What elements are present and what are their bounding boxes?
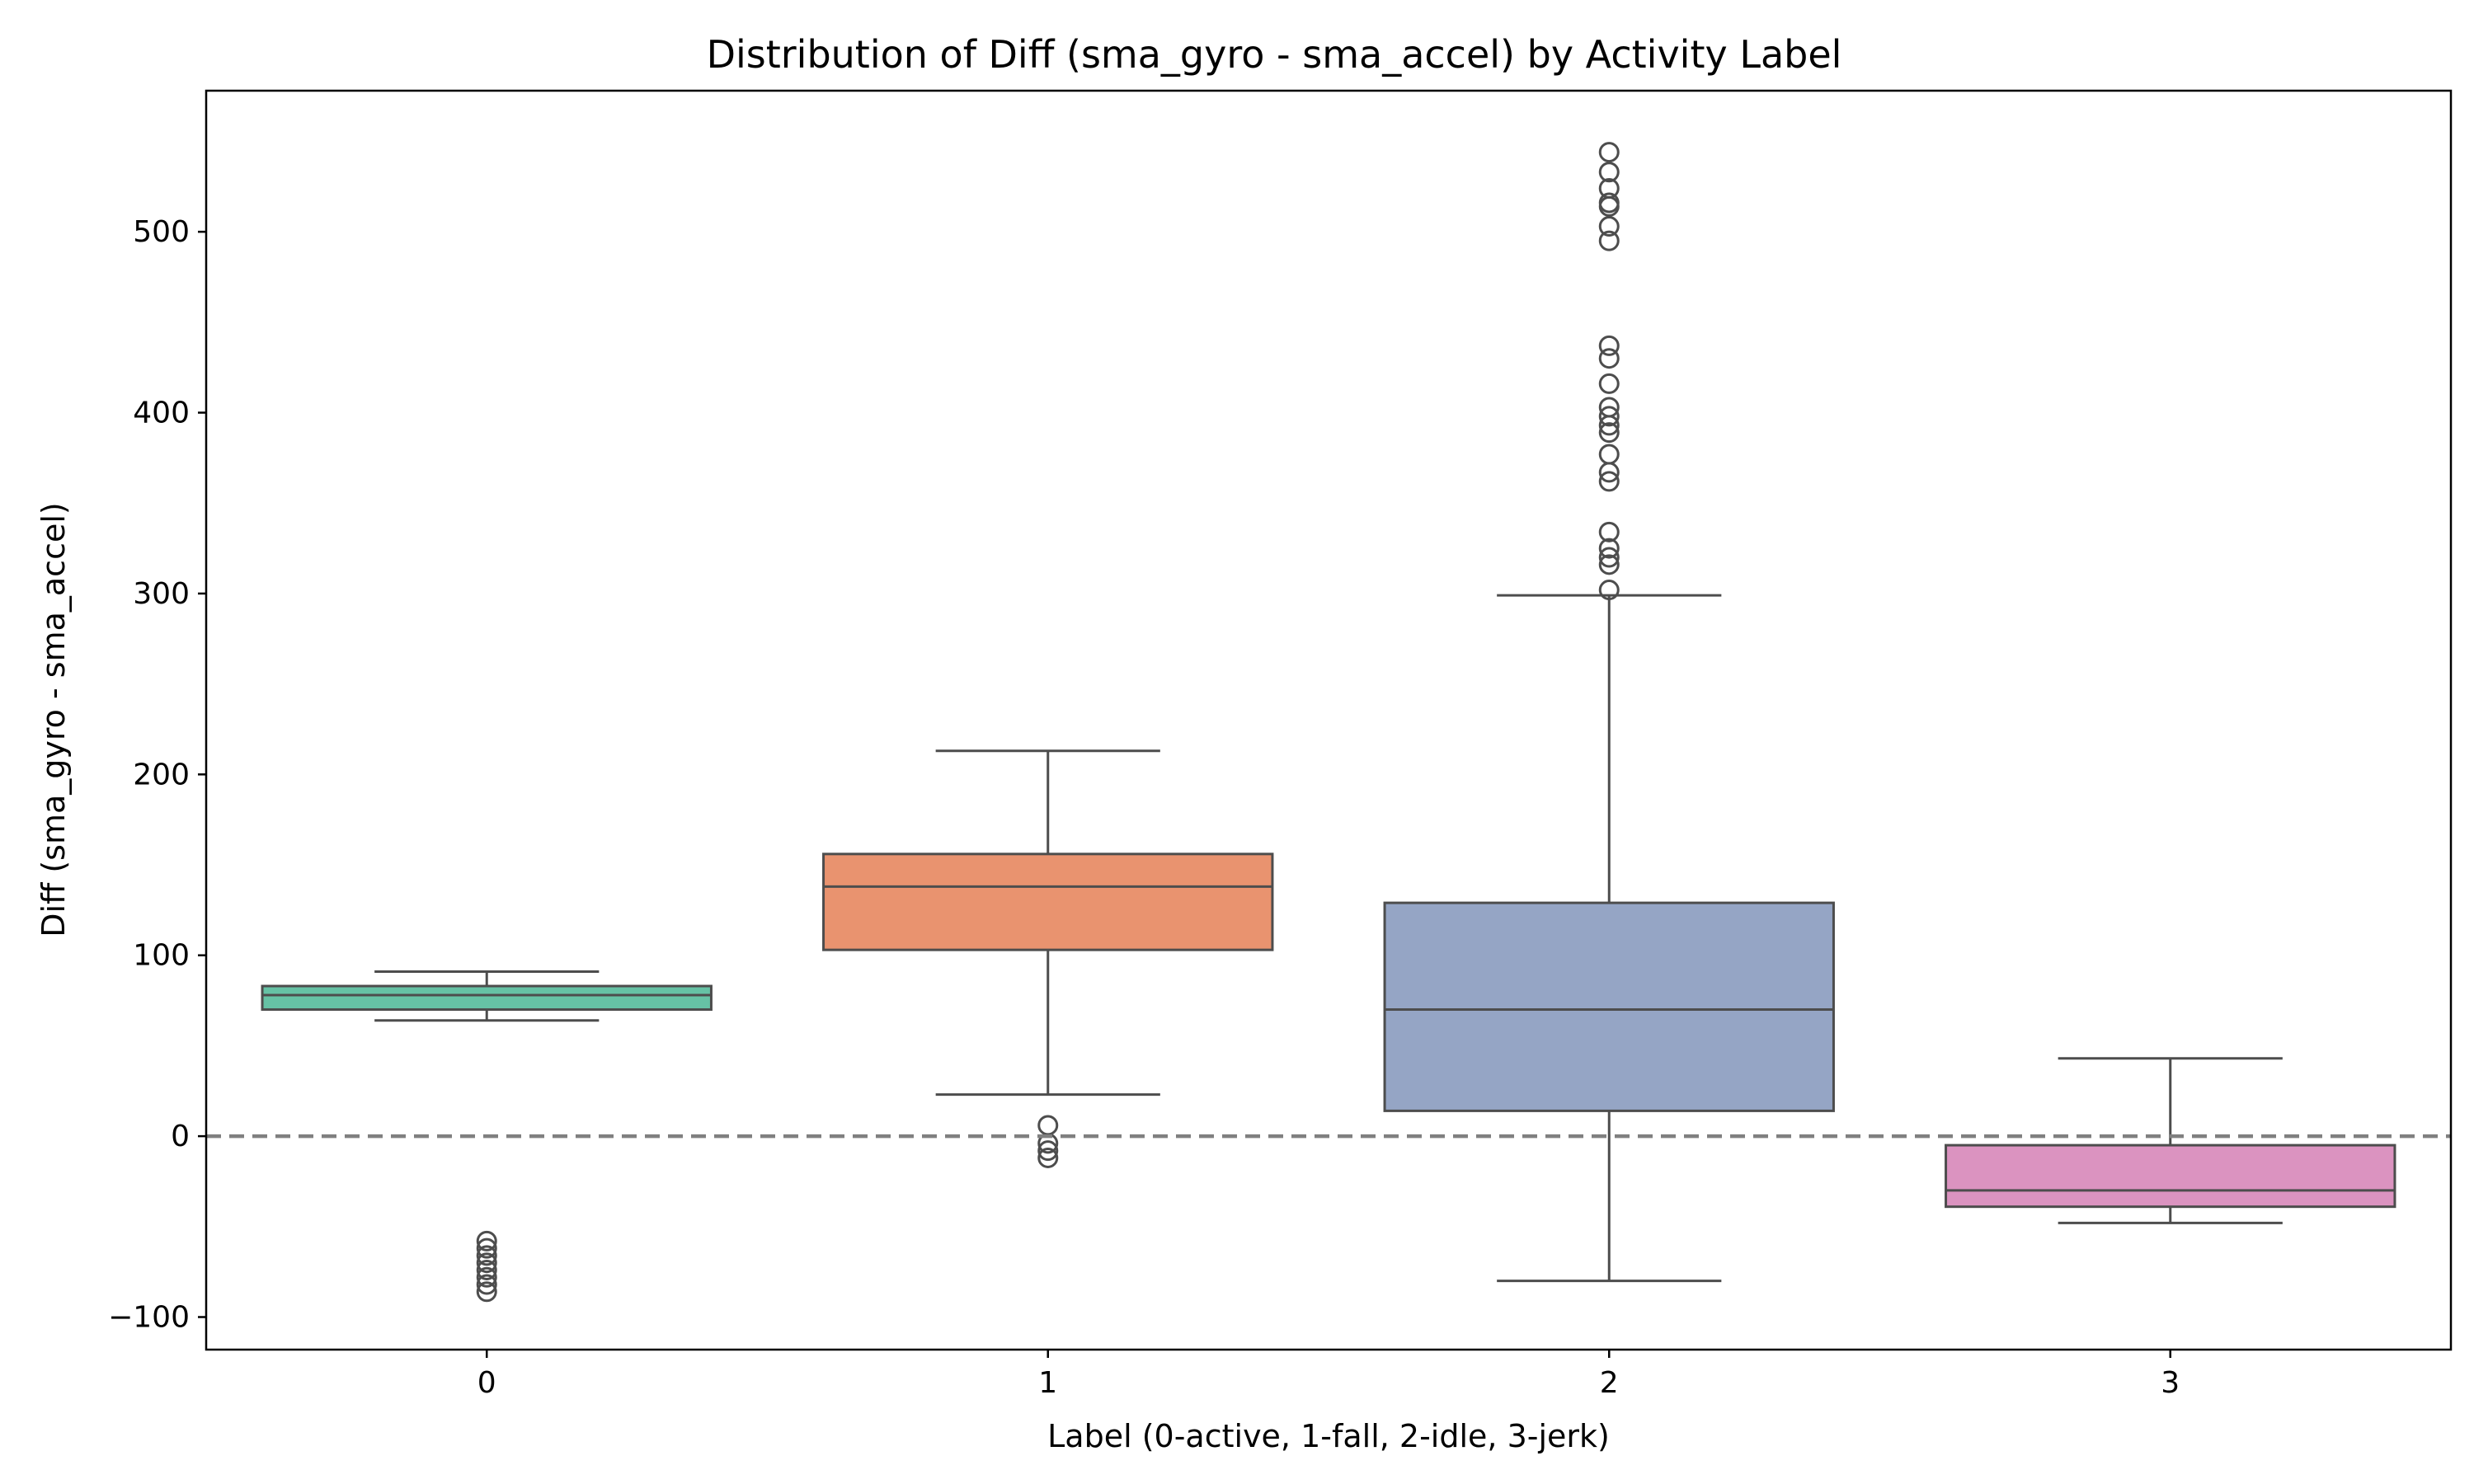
y-tick-label: 400 — [133, 397, 190, 430]
plot-frame — [205, 89, 2453, 1351]
y-tick-label: 100 — [133, 939, 190, 973]
box-group-0 — [261, 970, 713, 1303]
outlier-point — [1598, 554, 1620, 575]
y-tick-label: 300 — [133, 577, 190, 611]
plot-area — [206, 142, 2451, 1303]
x-tick-label: 0 — [477, 1366, 496, 1400]
outlier-point — [476, 1266, 497, 1288]
outlier-point — [1598, 348, 1620, 369]
iqr-box — [822, 852, 1274, 951]
y-tick-label: −100 — [108, 1301, 190, 1335]
outlier-point — [1598, 335, 1620, 356]
outlier-point — [1598, 406, 1620, 427]
box-group-2 — [1383, 142, 1835, 1283]
outlier-point — [1598, 373, 1620, 394]
outlier-point — [1598, 397, 1620, 418]
outlier-point — [1037, 1115, 1059, 1136]
x-axis-label: Label (0-active, 1-fall, 2-idle, 3-jerk) — [1047, 1418, 1610, 1454]
outlier-point — [476, 1245, 497, 1266]
outlier-point — [476, 1274, 497, 1295]
chart-title: Distribution of Diff (sma_gyro - sma_acc… — [707, 32, 1842, 77]
outlier-point — [1598, 521, 1620, 542]
y-axis-label: Diff (sma_gyro - sma_accel) — [35, 502, 72, 937]
x-tick-label: 3 — [2161, 1366, 2180, 1400]
outlier-point — [1598, 580, 1620, 601]
outlier-point — [1598, 230, 1620, 251]
outlier-point — [1598, 142, 1620, 163]
outlier-point — [1598, 216, 1620, 237]
outlier-point — [476, 1230, 497, 1252]
outlier-point — [476, 1252, 497, 1274]
y-tick-label: 200 — [133, 758, 190, 791]
y-tick-label: 500 — [133, 215, 190, 249]
outlier-point — [476, 1237, 497, 1259]
iqr-box — [1945, 1144, 2396, 1209]
iqr-box — [261, 984, 713, 1012]
outlier-point — [1598, 422, 1620, 444]
outlier-point — [1598, 444, 1620, 465]
iqr-box — [1383, 901, 1835, 1112]
outlier-point — [1598, 471, 1620, 492]
outlier-point — [476, 1281, 497, 1303]
x-tick-label: 1 — [1038, 1366, 1057, 1400]
box-group-1 — [822, 749, 1274, 1168]
outlier-point — [1598, 162, 1620, 183]
outlier-point — [1598, 547, 1620, 568]
outlier-point — [1037, 1140, 1059, 1162]
outlier-point — [1598, 538, 1620, 559]
outlier-point — [1598, 192, 1620, 214]
x-tick-label: 2 — [1600, 1366, 1619, 1400]
outlier-point — [1598, 177, 1620, 199]
y-tick-label: 0 — [171, 1120, 190, 1153]
outlier-point — [1037, 1147, 1059, 1168]
box-group-3 — [1945, 1057, 2396, 1224]
outlier-point — [476, 1259, 497, 1280]
